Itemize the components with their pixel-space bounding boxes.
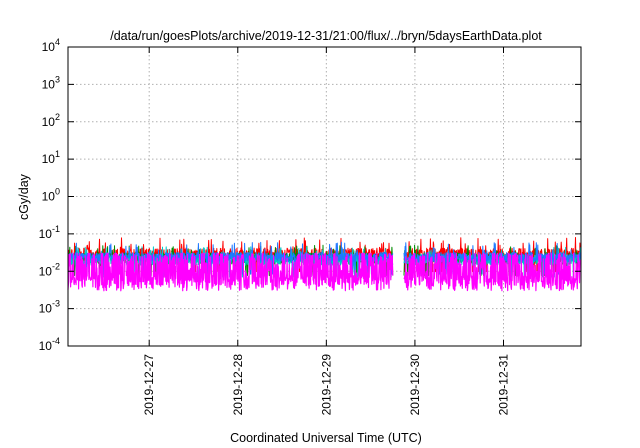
y-tick-label: 10-4 (39, 336, 60, 353)
y-axis-label: cGy/day (17, 173, 31, 220)
y-tick-label: 102 (42, 112, 60, 129)
y-tick-label: 10-2 (39, 261, 60, 278)
x-tick-label: 2019-12-30 (408, 354, 422, 416)
y-tick-label: 101 (42, 149, 60, 166)
y-tick-label: 103 (42, 74, 60, 91)
y-tick-label: 100 (42, 187, 60, 204)
y-axis: 10-4 10-3 10-2 10-1 100 101 102 103 104 (39, 37, 581, 353)
y-tick-label: 10-1 (39, 224, 60, 241)
x-tick-label: 2019-12-27 (142, 354, 156, 416)
chart-title: /data/run/goesPlots/archive/2019-12-31/2… (110, 29, 542, 43)
x-tick-label: 2019-12-31 (496, 354, 510, 416)
series-layer (67, 237, 582, 292)
x-tick-label: 2019-12-29 (319, 354, 333, 416)
y-tick-label: 10-3 (39, 299, 60, 316)
x-axis: 2019-12-27 2019-12-28 2019-12-29 2019-12-30… (142, 47, 510, 415)
series-line (67, 252, 582, 292)
grid (68, 47, 581, 346)
y-tick-label: 104 (42, 37, 60, 54)
x-tick-label: 2019-12-28 (231, 354, 245, 416)
x-axis-label: Coordinated Universal Time (UTC) (230, 431, 422, 445)
